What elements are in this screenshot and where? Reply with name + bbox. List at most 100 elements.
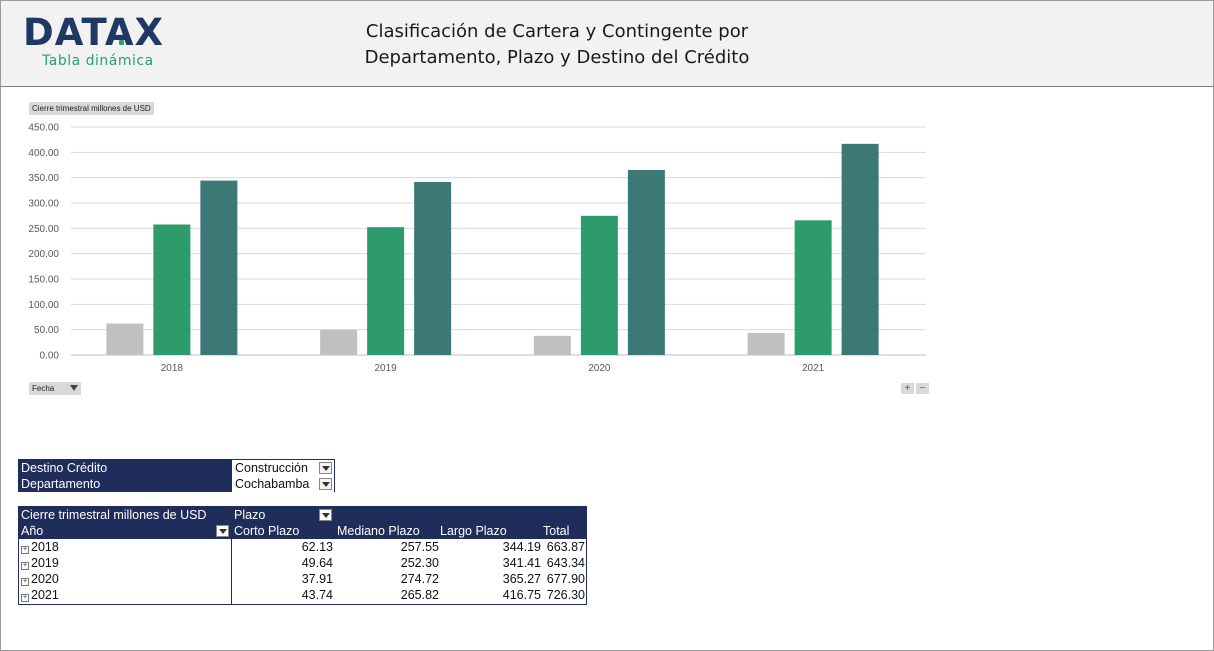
pivot-row-field: Año — [21, 524, 44, 538]
logo-text: DATAX — [23, 11, 165, 54]
y-tick-label: 250.00 — [28, 224, 59, 235]
fecha-filter-button[interactable]: Fecha — [29, 382, 81, 395]
row-year: 2020 — [31, 572, 59, 586]
expand-row-icon[interactable]: + — [21, 562, 29, 570]
filter-key: Destino Crédito — [19, 460, 231, 476]
table-cell: 49.64 — [301, 556, 333, 570]
pivot-column-field: Plazo — [234, 508, 266, 522]
filter-key: Departamento — [19, 476, 231, 492]
bar — [367, 227, 405, 355]
table-cell: 663.87 — [546, 540, 585, 554]
table-cell: 62.13 — [301, 540, 333, 554]
table-row: +2019 49.64 252.30 341.41 643.34 — [19, 555, 586, 571]
table-row: +2021 43.74 265.82 416.75 726.30 — [19, 587, 586, 603]
y-tick-label: 100.00 — [28, 300, 59, 311]
row-label: +2018 — [21, 539, 59, 555]
y-tick-label: 150.00 — [28, 275, 59, 286]
pivot-table: Cierre trimestral millones de USD Plazo … — [18, 506, 587, 605]
logo: DATAX Tabla dinámica — [23, 13, 183, 73]
collapse-all-button[interactable]: − — [916, 383, 929, 394]
table-cell: 341.41 — [502, 556, 541, 570]
bar — [320, 329, 358, 355]
bar — [794, 220, 832, 355]
filter-dropdown-button[interactable] — [319, 462, 332, 474]
col-header-total: Total — [543, 524, 570, 538]
col-header-mediano: Mediano Plazo — [337, 524, 420, 538]
chart-value-field-button[interactable]: Cierre trimestral millones de USD — [29, 102, 154, 115]
x-tick-label: 2018 — [161, 363, 184, 374]
row-label: +2021 — [21, 587, 59, 603]
filter-row-destino: Destino Crédito Construcción — [19, 460, 334, 476]
table-cell: 252.30 — [400, 556, 439, 570]
table-cell: 257.55 — [400, 540, 439, 554]
y-tick-label: 0.00 — [40, 351, 60, 362]
pivot-header-row1: Cierre trimestral millones de USD Plazo — [19, 507, 586, 523]
table-cell: 37.91 — [301, 572, 333, 586]
filter-icon — [322, 466, 330, 471]
bar — [414, 182, 452, 355]
pivot-divider — [231, 539, 232, 605]
expand-row-icon[interactable]: + — [21, 546, 29, 554]
header: DATAX Tabla dinámica Clasificación de Ca… — [1, 1, 1213, 87]
table-cell: 43.74 — [301, 588, 333, 602]
table-cell: 726.30 — [546, 588, 585, 602]
y-tick-label: 450.00 — [28, 123, 59, 134]
filter-value-text: Construcción — [235, 461, 308, 475]
zoom-controls: + − — [901, 383, 929, 394]
row-year: 2018 — [31, 540, 59, 554]
bar-chart: 0.00 50.00 100.00 150.00 200.00 250.00 300.00 3… — [21, 99, 933, 399]
page-title-line2: Departamento, Plazo y Destino del Crédit… — [364, 47, 750, 68]
filter-dropdown-icon — [70, 385, 78, 391]
bar — [200, 180, 238, 355]
filter-value-text: Cochabamba — [235, 477, 310, 491]
table-row: +2020 37.91 274.72 365.27 677.90 — [19, 571, 586, 587]
pivot-header-row2: Año Corto Plazo Mediano Plazo Largo Plaz… — [19, 523, 586, 539]
table-cell: 365.27 — [502, 572, 541, 586]
logo-accent-dot — [119, 40, 124, 45]
bar — [747, 332, 785, 355]
x-tick-label: 2020 — [588, 363, 611, 374]
expand-row-icon[interactable]: + — [21, 578, 29, 586]
row-year: 2019 — [31, 556, 59, 570]
page-title: Clasificación de Cartera y Contingente p… — [301, 19, 813, 71]
bar — [533, 335, 571, 355]
table-cell: 265.82 — [400, 588, 439, 602]
expand-row-icon[interactable]: + — [21, 594, 29, 602]
bar — [153, 224, 191, 355]
y-tick-label: 350.00 — [28, 173, 59, 184]
filter-dropdown-button[interactable] — [319, 478, 332, 490]
y-tick-label: 50.00 — [34, 325, 59, 336]
bar — [106, 323, 144, 355]
ano-filter-button[interactable] — [216, 525, 229, 537]
fecha-filter-label: Fecha — [32, 384, 55, 393]
col-header-corto: Corto Plazo — [234, 524, 300, 538]
table-cell: 274.72 — [400, 572, 439, 586]
table-cell: 344.19 — [502, 540, 541, 554]
filter-icon — [322, 482, 330, 487]
y-tick-label: 300.00 — [28, 199, 59, 210]
bar — [627, 169, 665, 355]
pivot-measure-label: Cierre trimestral millones de USD — [21, 508, 207, 522]
col-header-largo: Largo Plazo — [440, 524, 507, 538]
row-label: +2020 — [21, 571, 59, 587]
row-year: 2021 — [31, 588, 59, 602]
plazo-dropdown-button[interactable] — [319, 509, 332, 521]
table-cell: 416.75 — [502, 588, 541, 602]
row-label: +2019 — [21, 555, 59, 571]
table-cell: 677.90 — [546, 572, 585, 586]
table-cell: 643.34 — [546, 556, 585, 570]
filter-value: Cochabamba — [231, 476, 334, 492]
bar — [841, 143, 879, 355]
expand-all-button[interactable]: + — [901, 383, 914, 394]
filter-icon — [219, 529, 227, 534]
chevron-down-icon — [322, 513, 330, 518]
filter-value: Construcción — [231, 460, 334, 476]
page-title-line1: Clasificación de Cartera y Contingente p… — [365, 21, 749, 42]
report-filters: Destino Crédito Construcción Departament… — [18, 459, 335, 492]
x-tick-label: 2021 — [802, 363, 825, 374]
chart-canvas: 0.00 50.00 100.00 150.00 200.00 250.00 300.00 3… — [28, 123, 926, 374]
y-tick-label: 200.00 — [28, 249, 59, 260]
x-tick-label: 2019 — [375, 363, 398, 374]
logo-subtitle: Tabla dinámica — [42, 53, 154, 69]
